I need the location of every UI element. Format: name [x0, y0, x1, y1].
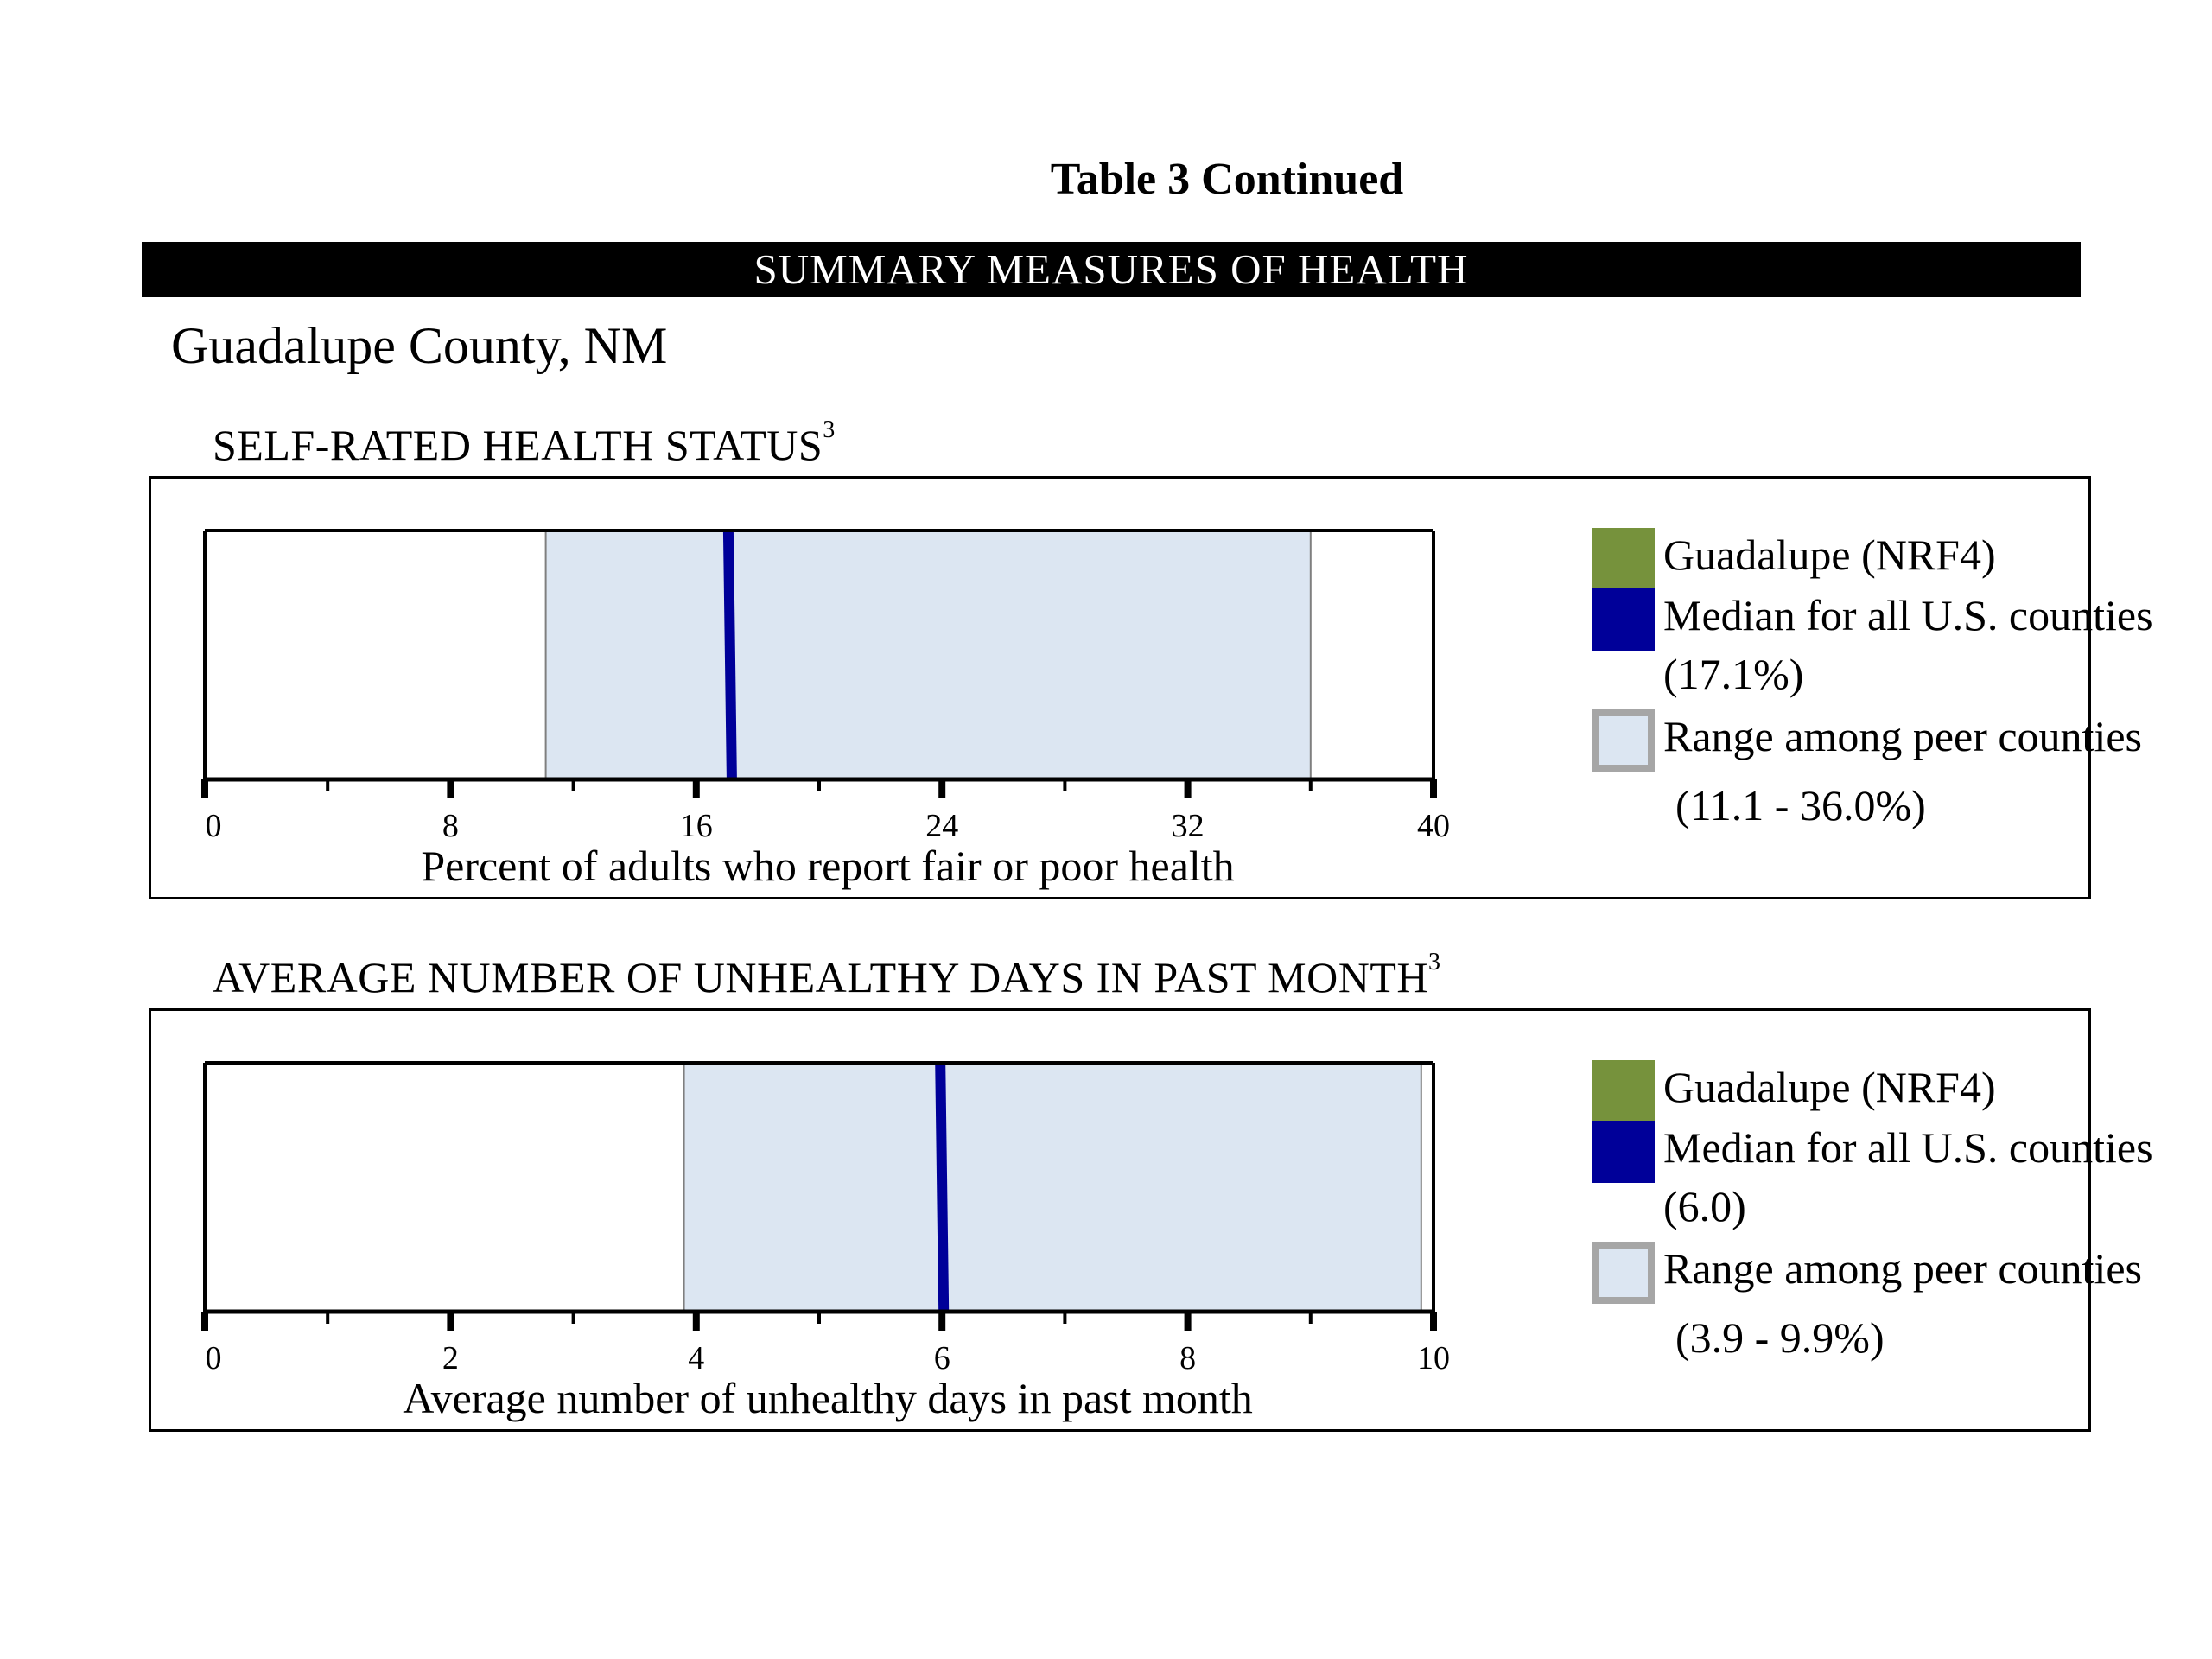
x-tick-label: 0: [206, 808, 222, 844]
legend-median-value: (6.0): [1663, 1182, 1746, 1230]
x-tick-label: 8: [442, 808, 459, 844]
x-tick-label: 4: [688, 1340, 704, 1376]
median-line: [722, 530, 737, 780]
chart-panel-unhealthy-days: 0 2 4 6 8 10 Average number of unhealthy days …: [149, 1008, 2153, 1432]
x-tick-label: 10: [1417, 1340, 1450, 1376]
x-tick-label: 0: [206, 1340, 222, 1376]
peer-range-band: [683, 1062, 1422, 1313]
county-swatch: [1592, 1060, 1655, 1122]
legend-county-label: Guadalupe (NRF4): [1663, 1063, 1996, 1111]
county-name: Guadalupe County, NM: [171, 317, 668, 374]
legend-median-label: Median for all U.S. counties: [1663, 1123, 2153, 1172]
x-tick-label: 32: [1172, 808, 1205, 844]
chart-title-self-rated-health: SELF-RATED HEALTH STATUS3: [213, 416, 836, 469]
x-tick-label: 6: [934, 1340, 950, 1376]
peer-range-band: [544, 530, 1312, 780]
x-tick-label: 24: [925, 808, 958, 844]
chart-title-unhealthy-days: AVERAGE NUMBER OF UNHEALTHY DAYS IN PAST…: [213, 949, 1441, 1001]
x-tick-label: 8: [1179, 1340, 1196, 1376]
table-title: Table 3 Continued: [1050, 155, 1404, 204]
median-line: [935, 1062, 950, 1313]
legend-median-value: (17.1%): [1663, 650, 1804, 698]
median-swatch: [1592, 1121, 1655, 1183]
chart-panel-self-rated-health: 0 8 16 24 32 40 Percent of adults who report f…: [149, 476, 2153, 899]
chart-unhealthy-days: 0 2 4 6 8 10 Average number of unhealthy days …: [201, 1061, 1450, 1422]
legend-range-value: (3.9 - 9.9%): [1675, 1313, 1885, 1362]
legend-range-label: Range among peer counties: [1663, 712, 2142, 760]
x-tick-label: 40: [1417, 808, 1450, 844]
section-banner: SUMMARY MEASURES OF HEALTH: [142, 242, 2081, 297]
footnote-marker: 3: [1427, 949, 1441, 976]
range-swatch: [1592, 709, 1655, 772]
x-axis-label: Percent of adults who report fair or poo…: [421, 842, 1234, 890]
legend-range-value: (11.1 - 36.0%): [1675, 781, 1926, 830]
x-tick-label: 2: [442, 1340, 459, 1376]
x-axis-label: Average number of unhealthy days in past…: [403, 1374, 1253, 1422]
county-swatch: [1592, 528, 1655, 590]
chart-self-rated-health: 0 8 16 24 32 40 Percent of adults who report f…: [201, 529, 1450, 890]
legend-range-label: Range among peer counties: [1663, 1244, 2142, 1293]
x-tick-label: 16: [680, 808, 713, 844]
range-swatch: [1592, 1242, 1655, 1304]
legend-median-label: Median for all U.S. counties: [1663, 591, 2153, 639]
footnote-marker: 3: [823, 416, 836, 443]
median-swatch: [1592, 588, 1655, 651]
legend-county-label: Guadalupe (NRF4): [1663, 531, 1996, 579]
